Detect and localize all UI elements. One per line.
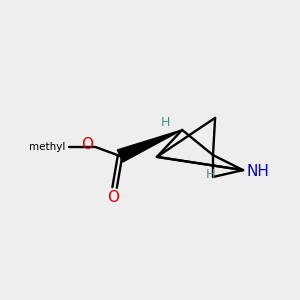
Text: methyl: methyl	[29, 142, 65, 152]
Text: O: O	[107, 190, 119, 205]
Text: H: H	[161, 116, 170, 129]
Text: NH: NH	[247, 164, 269, 179]
Polygon shape	[117, 130, 182, 162]
Text: H: H	[205, 168, 215, 181]
Text: O: O	[81, 137, 93, 152]
